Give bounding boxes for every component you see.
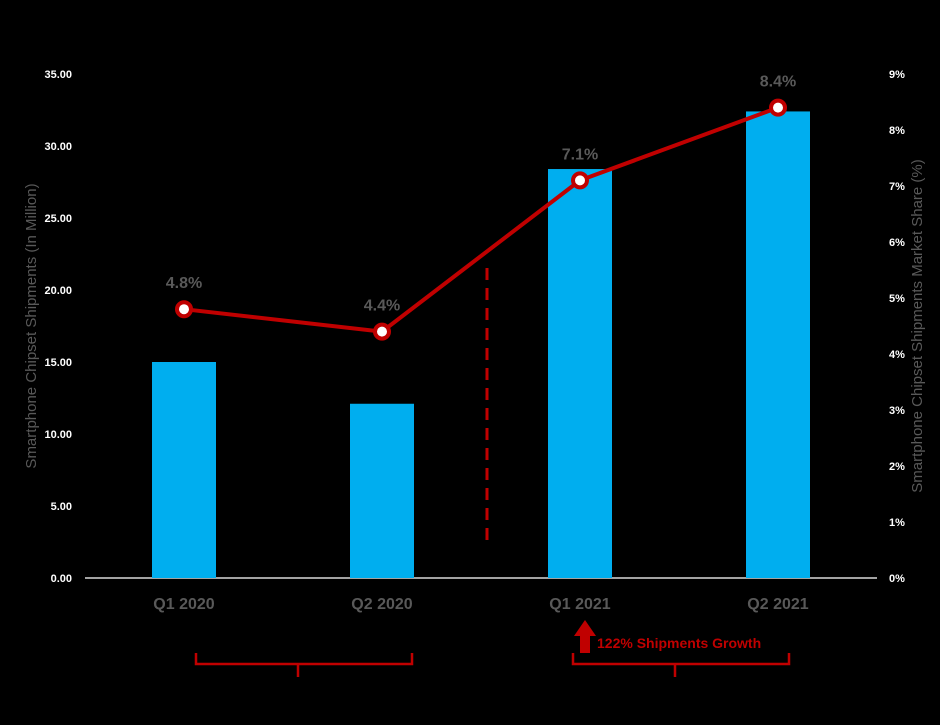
left-tick-label: 35.00 bbox=[44, 69, 72, 81]
bar bbox=[152, 362, 216, 578]
market-share-point bbox=[571, 171, 589, 190]
bar bbox=[746, 111, 810, 578]
left-axis-title: Smartphone Chipset Shipments (In Million… bbox=[23, 183, 40, 468]
x-axis-labels: Q1 2020 Q2 2020 Q1 2021 Q2 2021 bbox=[153, 596, 808, 613]
right-tick-label: 2% bbox=[889, 461, 905, 473]
right-tick-label: 7% bbox=[889, 181, 905, 193]
right-tick-label: 5% bbox=[889, 293, 905, 305]
market-share-polyline bbox=[183, 105, 779, 334]
bar bbox=[548, 169, 612, 579]
data-label: 4.4% bbox=[364, 298, 400, 315]
x-tick-label: Q2 2020 bbox=[351, 596, 412, 613]
bar bbox=[350, 403, 414, 578]
x-tick-label: Q2 2021 bbox=[747, 596, 808, 613]
up-arrow-icon bbox=[574, 620, 596, 653]
left-tick-label: 20.00 bbox=[44, 285, 72, 297]
market-share-point bbox=[175, 300, 193, 319]
data-label: 4.8% bbox=[166, 275, 202, 292]
left-tick-label: 0.00 bbox=[51, 573, 72, 585]
bars bbox=[152, 111, 810, 579]
left-tick-label: 5.00 bbox=[51, 501, 72, 513]
right-tick-label: 0% bbox=[889, 573, 905, 585]
left-tick-label: 10.00 bbox=[44, 429, 72, 441]
left-tick-label: 25.00 bbox=[44, 213, 72, 225]
market-share-line: 4.8% 4.4% 7.1% 8.4% bbox=[166, 74, 796, 341]
market-share-point bbox=[769, 98, 787, 117]
right-tick-label: 1% bbox=[889, 517, 905, 529]
left-tick-label: 30.00 bbox=[44, 141, 72, 153]
x-tick-label: Q1 2020 bbox=[153, 596, 214, 613]
growth-annotation: 122% Shipments Growth bbox=[597, 635, 761, 651]
right-tick-label: 9% bbox=[889, 69, 905, 81]
left-axis-ticks: 0.00 5.00 10.00 15.00 20.00 25.00 30.00 35.00 bbox=[44, 69, 72, 585]
right-axis-title: Smartphone Chipset Shipments Market Shar… bbox=[909, 159, 926, 492]
left-tick-label: 15.00 bbox=[44, 357, 72, 369]
right-axis-ticks: 0% 1% 2% 3% 4% 5% 6% 7% 8% 9% bbox=[889, 69, 905, 585]
data-label: 8.4% bbox=[760, 74, 796, 91]
brace-2021 bbox=[571, 653, 791, 677]
right-tick-label: 3% bbox=[889, 405, 905, 417]
right-tick-label: 4% bbox=[889, 349, 905, 361]
right-tick-label: 6% bbox=[889, 237, 905, 249]
data-label: 7.1% bbox=[562, 146, 598, 163]
right-tick-label: 8% bbox=[889, 125, 905, 137]
market-share-point bbox=[373, 322, 391, 341]
brace-2020 bbox=[194, 653, 414, 677]
x-tick-label: Q1 2021 bbox=[549, 596, 610, 613]
